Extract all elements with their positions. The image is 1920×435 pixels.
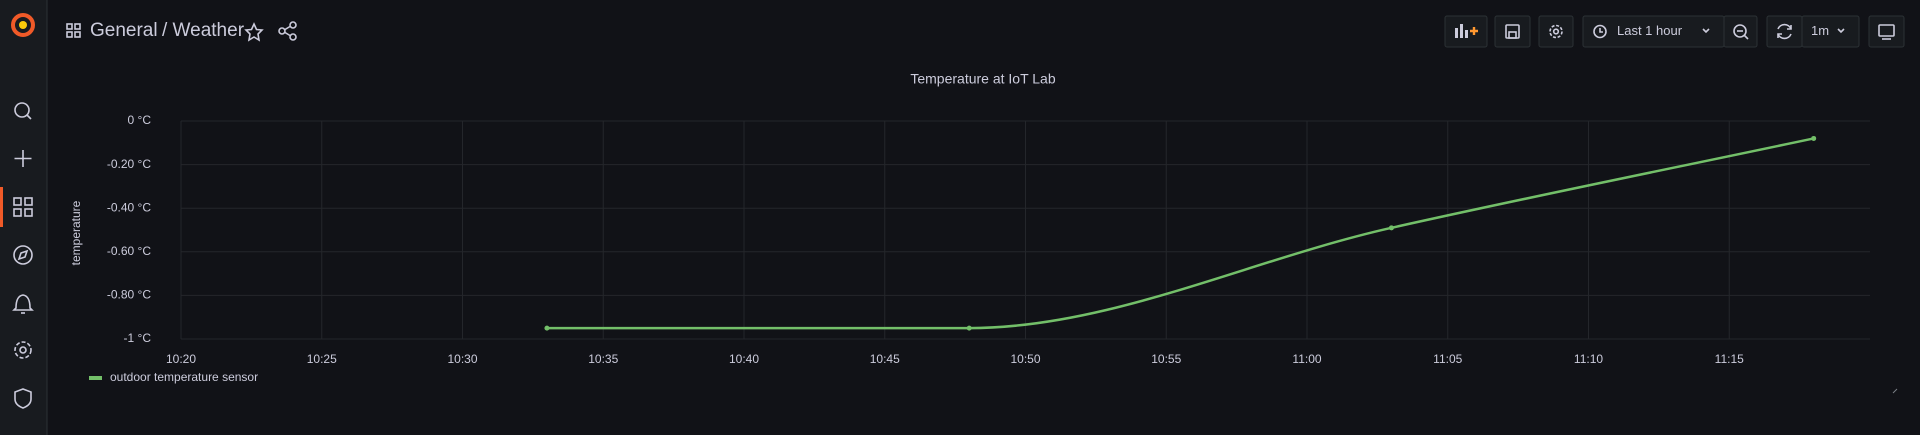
grafana-logo[interactable] (11, 13, 35, 37)
dashboard-nav: General / Weather Last 1 hour 1m (66, 15, 1905, 48)
x-tick-label: 10:55 (1151, 352, 1181, 366)
star-button[interactable] (244, 22, 264, 42)
x-tick-label: 10:40 (729, 352, 759, 366)
server-admin-icon[interactable] (14, 388, 32, 409)
y-tick-label: -0.60 °C (107, 244, 151, 258)
explore-icon[interactable] (13, 245, 33, 265)
share-button[interactable] (278, 21, 297, 41)
tv-mode-button[interactable] (1868, 15, 1905, 48)
zoom-out-button[interactable] (1723, 15, 1758, 48)
sidebar (0, 0, 48, 435)
y-tick-label: -0.80 °C (107, 288, 151, 302)
x-tick-label: 10:30 (447, 352, 477, 366)
search-icon[interactable] (14, 102, 32, 120)
panel-title: Temperature at IoT Lab (910, 71, 1055, 87)
x-tick-label: 11:05 (1433, 352, 1462, 366)
y-tick-label: -0.40 °C (107, 200, 151, 214)
legend-label: outdoor temperature sensor (110, 370, 258, 384)
series-line (546, 137, 1814, 330)
create-icon[interactable] (14, 150, 32, 167)
refresh-interval[interactable] (1801, 15, 1860, 48)
graph-panel: Temperature at IoT Lab temperature 0 °C -… (69, 71, 1898, 394)
time-picker[interactable] (1582, 15, 1725, 48)
y-axis-label: temperature (69, 200, 83, 265)
add-panel-button[interactable] (1444, 15, 1488, 48)
data-point (1811, 135, 1817, 141)
x-tick-label: 10:35 (588, 352, 618, 366)
data-point (966, 325, 972, 331)
dashboards-icon[interactable] (13, 197, 33, 217)
x-tick-label: 10:50 (1010, 352, 1040, 366)
data-point (544, 325, 550, 331)
alerting-icon[interactable] (12, 294, 34, 314)
x-tick-label: 10:20 (166, 352, 196, 366)
time-range[interactable]: Last 1 hour (1617, 23, 1683, 38)
active-indicator (0, 187, 3, 227)
refresh-button[interactable] (1766, 15, 1803, 48)
y-tick-label: -0.20 °C (107, 157, 151, 171)
y-tick-label: -1 °C (124, 331, 152, 345)
data-point (1388, 225, 1394, 231)
x-tick-label: 11:00 (1292, 352, 1321, 366)
settings-button[interactable] (1538, 15, 1574, 48)
folder-link[interactable]: General (90, 20, 158, 41)
x-tick-label: 10:45 (870, 352, 900, 366)
y-tick-label: 0 °C (128, 113, 152, 127)
configuration-icon[interactable] (14, 341, 32, 359)
sidebar-bg (0, 0, 47, 435)
x-tick-label: 11:15 (1715, 352, 1744, 366)
save-button[interactable] (1494, 15, 1531, 48)
refresh-interval-label[interactable]: 1m (1811, 23, 1829, 38)
dashboards-small-icon (66, 23, 81, 38)
x-tick-label: 10:25 (307, 352, 337, 366)
dashboard-title[interactable]: / Weather (162, 20, 245, 41)
x-tick-label: 11:10 (1574, 352, 1603, 366)
